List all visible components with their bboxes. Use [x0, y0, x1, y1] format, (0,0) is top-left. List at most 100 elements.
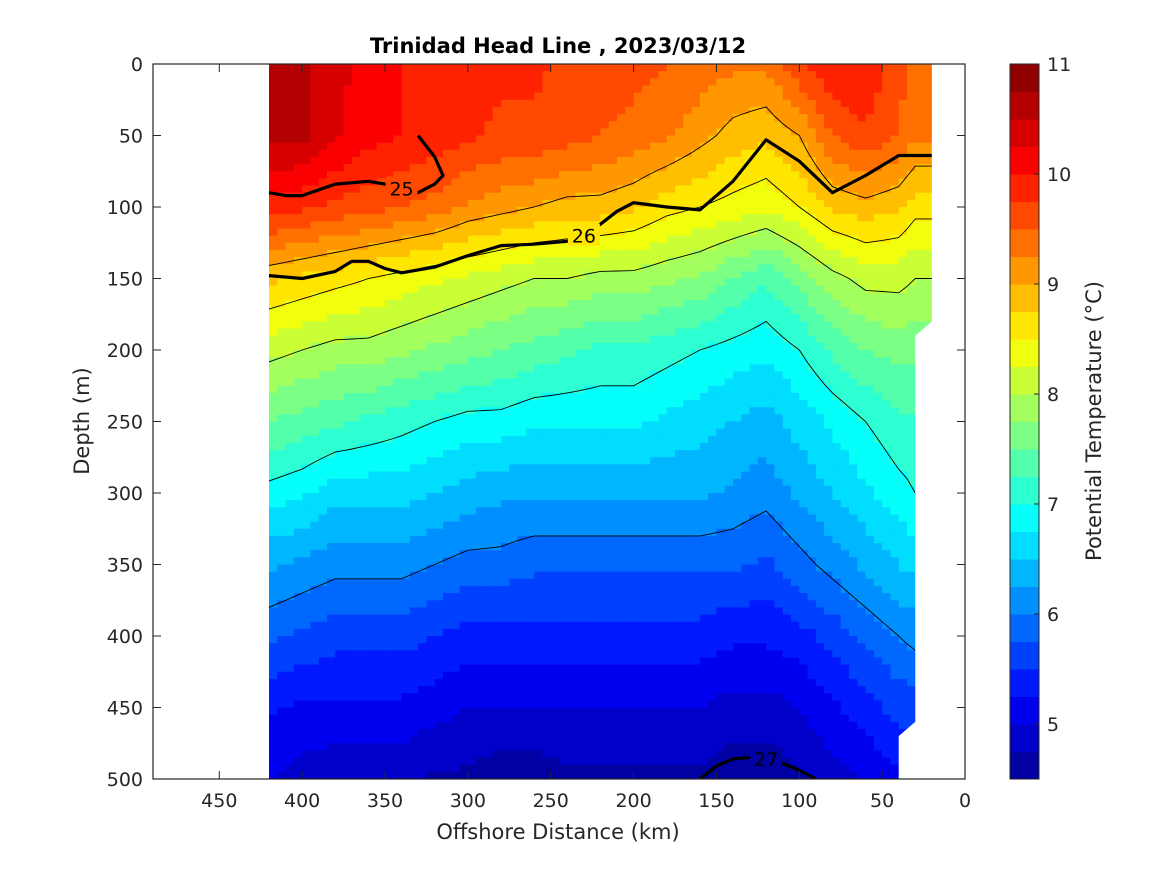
- field-cell: [509, 585, 519, 594]
- field-cell: [666, 421, 676, 430]
- field-cell: [343, 350, 353, 358]
- field-cell: [351, 350, 361, 358]
- field-cell: [600, 464, 610, 473]
- field-cell: [542, 628, 552, 637]
- field-cell: [476, 249, 486, 258]
- field-cell: [368, 678, 378, 687]
- field-cell: [592, 471, 602, 480]
- field-cell: [559, 585, 568, 594]
- field-cell: [633, 564, 643, 573]
- field-cell: [575, 135, 585, 144]
- field-cell: [525, 164, 535, 172]
- field-cell: [600, 535, 610, 544]
- field-cell: [658, 707, 668, 716]
- field-cell: [509, 593, 519, 601]
- field-cell: [451, 550, 461, 558]
- field-cell: [302, 371, 312, 380]
- field-cell: [600, 650, 610, 659]
- field-cell: [401, 600, 411, 608]
- field-cell: [559, 128, 568, 137]
- field-cell: [617, 414, 626, 423]
- field-cell: [343, 478, 353, 487]
- field-cell: [409, 392, 419, 401]
- field-cell: [426, 214, 436, 222]
- field-cell: [385, 621, 394, 630]
- field-cell: [608, 428, 618, 437]
- field-cell: [534, 743, 544, 751]
- field-cell: [608, 235, 618, 244]
- field-cell: [592, 328, 602, 337]
- field-cell: [293, 478, 303, 487]
- field-cell: [476, 257, 486, 265]
- field-cell: [343, 378, 353, 387]
- field-cell: [476, 71, 486, 79]
- field-cell: [393, 71, 403, 79]
- field-cell: [277, 600, 287, 608]
- field-cell: [641, 585, 651, 594]
- field-cell: [376, 228, 386, 237]
- field-cell: [376, 771, 386, 779]
- field-cell: [418, 400, 428, 408]
- field-cell: [443, 164, 452, 172]
- field-cell: [409, 135, 419, 144]
- field-cell: [641, 693, 651, 701]
- field-cell: [567, 535, 577, 544]
- field-cell: [426, 507, 436, 516]
- field-cell: [625, 214, 635, 222]
- field-cell: [617, 149, 626, 158]
- field-cell: [608, 521, 618, 530]
- field-cell: [650, 764, 660, 773]
- field-cell: [418, 764, 428, 773]
- field-cell: [517, 564, 527, 573]
- field-cell: [285, 478, 295, 487]
- field-cell: [617, 757, 626, 766]
- field-cell: [269, 106, 278, 115]
- field-cell: [285, 557, 295, 566]
- field-cell: [633, 771, 643, 779]
- field-cell: [633, 378, 643, 387]
- field-cell: [285, 421, 295, 430]
- field-cell: [650, 192, 660, 201]
- field-cell: [285, 664, 295, 673]
- field-cell: [608, 442, 618, 451]
- field-cell: [418, 771, 428, 779]
- field-cell: [550, 185, 560, 194]
- field-cell: [285, 464, 295, 473]
- field-cell: [484, 264, 494, 272]
- field-cell: [617, 636, 626, 644]
- field-cell: [293, 621, 303, 630]
- field-cell: [617, 142, 626, 151]
- field-cell: [509, 264, 519, 272]
- field-cell: [675, 135, 684, 144]
- field-cell: [633, 271, 643, 280]
- field-cell: [443, 457, 452, 465]
- field-cell: [351, 106, 361, 115]
- field-cell: [525, 407, 535, 415]
- field-cell: [617, 242, 626, 251]
- field-cell: [633, 364, 643, 373]
- field-cell: [542, 314, 552, 322]
- field-cell: [459, 92, 469, 101]
- field-cell: [567, 571, 577, 580]
- field-cell: [351, 593, 361, 601]
- field-cell: [476, 378, 486, 387]
- field-cell: [327, 314, 336, 322]
- field-cell: [335, 106, 345, 115]
- field-cell: [451, 650, 461, 659]
- field-cell: [443, 392, 452, 401]
- field-cell: [534, 350, 544, 358]
- field-cell: [467, 728, 477, 737]
- field-cell: [608, 128, 618, 137]
- field-cell: [567, 149, 577, 158]
- field-cell: [525, 99, 535, 108]
- field-cell: [318, 92, 328, 101]
- field-cell: [550, 299, 560, 308]
- field-cell: [501, 643, 510, 651]
- field-cell: [360, 457, 370, 465]
- field-cell: [583, 736, 593, 744]
- field-cell: [658, 228, 668, 237]
- field-cell: [509, 92, 519, 101]
- field-cell: [517, 671, 527, 680]
- field-cell: [467, 149, 477, 158]
- field-cell: [277, 214, 287, 222]
